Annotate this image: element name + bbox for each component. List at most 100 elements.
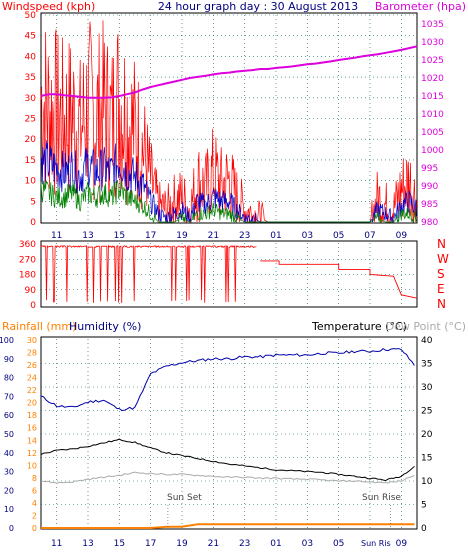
- compass-label: N: [437, 237, 446, 251]
- wind-y-tick: 35: [25, 73, 36, 83]
- x-tick-label: 17: [145, 231, 156, 241]
- wind-y-tick: 50: [25, 11, 37, 21]
- dewpoint-series: [40, 471, 415, 484]
- x-tick-label: 01: [270, 231, 281, 241]
- temp-y-tick: 35: [421, 360, 432, 370]
- humidity-y-tick: 20: [4, 486, 14, 495]
- direction-series: [40, 244, 257, 304]
- baro-y-tick: 995: [421, 164, 438, 174]
- rain-y-tick: 28: [27, 349, 37, 358]
- temp-y-tick: 25: [421, 407, 432, 417]
- x-tick-label: 15: [114, 539, 125, 549]
- x-tick-label: 15: [114, 231, 125, 241]
- wind-y-tick: 20: [25, 135, 37, 145]
- rain-y-tick: 2: [32, 511, 37, 520]
- baro-y-tick: 1030: [421, 38, 444, 48]
- rain-y-tick: 26: [27, 361, 37, 370]
- humidity-y-tick: 40: [4, 449, 14, 458]
- x-ticks-wind: 11 13 15 17 19 21 23 01 03 05 07 09: [51, 231, 407, 241]
- baro-y-tick: 1000: [421, 146, 444, 156]
- sunrise-label: Sun Rise: [362, 493, 401, 503]
- barometer-series: [40, 45, 418, 99]
- windspeed-label: Windspeed (kph): [2, 0, 95, 13]
- rain-y-tick: 22: [27, 386, 37, 395]
- x-tick-label: 03: [302, 539, 313, 549]
- wind-y-tick: 25: [25, 115, 36, 125]
- rainfall-series: [41, 523, 415, 529]
- wind-y-tick: 45: [25, 32, 36, 42]
- direction-step-series: [260, 260, 418, 299]
- baro-y-tick: 1015: [421, 92, 444, 102]
- dir-y-tick: 360: [19, 240, 36, 250]
- wind-y-tick: 10: [25, 177, 37, 187]
- rain-y-tick: 14: [27, 436, 37, 445]
- baro-y-tick: 985: [421, 200, 438, 210]
- x-tick-label: 23: [239, 231, 250, 241]
- x-ticks-bottom: 11 13 15 17 19 21 23 01 03 05 09: [51, 539, 407, 549]
- temp-y-tick: 5: [421, 501, 427, 511]
- rain-y-tick: 8: [32, 474, 37, 483]
- compass-label: N: [437, 297, 446, 311]
- temp-y-tick: 30: [421, 383, 433, 393]
- wind-y-tick: 0: [30, 218, 36, 228]
- humidity-y-tick: 90: [4, 355, 14, 364]
- humidity-y-tick: 100: [0, 336, 14, 345]
- temp-y-tick: 10: [421, 477, 433, 487]
- humidity-y-tick: 50: [4, 430, 14, 439]
- rain-y-tick: 20: [27, 399, 37, 408]
- wind-panel: [40, 12, 418, 224]
- rain-y-tick: 12: [27, 449, 37, 458]
- x-tick-label: 21: [208, 231, 219, 241]
- wind-y-tick: 5: [30, 197, 36, 207]
- x-tick-label: 23: [239, 539, 250, 549]
- humidity-series: [40, 347, 415, 412]
- x-tick-label: 11: [51, 539, 62, 549]
- humidity-y-tick: 60: [4, 411, 14, 420]
- baro-y-tick: 1020: [421, 74, 444, 84]
- temp-y-tick: 40: [421, 336, 433, 346]
- humidity-y-tick: 80: [4, 374, 14, 383]
- extra-x-label: Sun Ris: [361, 539, 391, 548]
- dir-y-tick: 90: [25, 286, 37, 296]
- rain-y-tick: 6: [32, 486, 37, 495]
- x-tick-label: 05: [333, 231, 344, 241]
- baro-y-tick: 1010: [421, 110, 444, 120]
- temp-y-tick: 15: [421, 454, 432, 464]
- dir-y-tick: 180: [19, 271, 36, 281]
- plot-data: [40, 20, 418, 529]
- rain-y-tick: 0: [32, 524, 37, 533]
- humidity-y-tick: 0: [9, 524, 14, 533]
- baro-y-tick: 1005: [421, 128, 444, 138]
- x-tick-label: 07: [364, 231, 375, 241]
- x-tick-label: 19: [176, 231, 188, 241]
- humidity-y-tick: 30: [4, 468, 14, 477]
- compass-label: S: [437, 267, 445, 281]
- dir-y-ticks: 360 270 180 90 0: [19, 240, 36, 311]
- x-tick-label: 01: [270, 539, 281, 549]
- x-tick-label: 19: [176, 539, 188, 549]
- x-tick-label: 09: [396, 539, 408, 549]
- x-tick-label: 21: [208, 539, 219, 549]
- humidity-label: Humidity (%): [69, 320, 141, 333]
- humidity-y-tick: 10: [4, 505, 14, 514]
- humidity-y-ticks: 0 10 20 30 40 50 60 70 80 90 100: [0, 336, 14, 533]
- bottom-panel: [40, 336, 418, 530]
- sunset-label: Sun Set: [167, 493, 202, 503]
- barometer-label: Barometer (hpa): [375, 0, 466, 13]
- baro-y-tick: 1035: [421, 20, 444, 30]
- baro-y-tick: 980: [421, 218, 438, 228]
- baro-y-tick: 990: [421, 182, 438, 192]
- dir-y-tick: 0: [30, 301, 36, 311]
- compass-label: E: [437, 282, 445, 296]
- temp-y-ticks: 0 5 10 15 20 25 30 35 40: [421, 336, 433, 534]
- compass-label: W: [437, 252, 449, 266]
- temp-y-tick: 0: [421, 524, 427, 534]
- temperature-label: Temperature (°C): [311, 320, 407, 333]
- x-tick-label: 09: [396, 231, 408, 241]
- x-tick-label: 17: [145, 539, 156, 549]
- rain-y-tick: 24: [27, 374, 37, 383]
- x-tick-label: 03: [302, 231, 313, 241]
- temperature-series: [40, 438, 415, 482]
